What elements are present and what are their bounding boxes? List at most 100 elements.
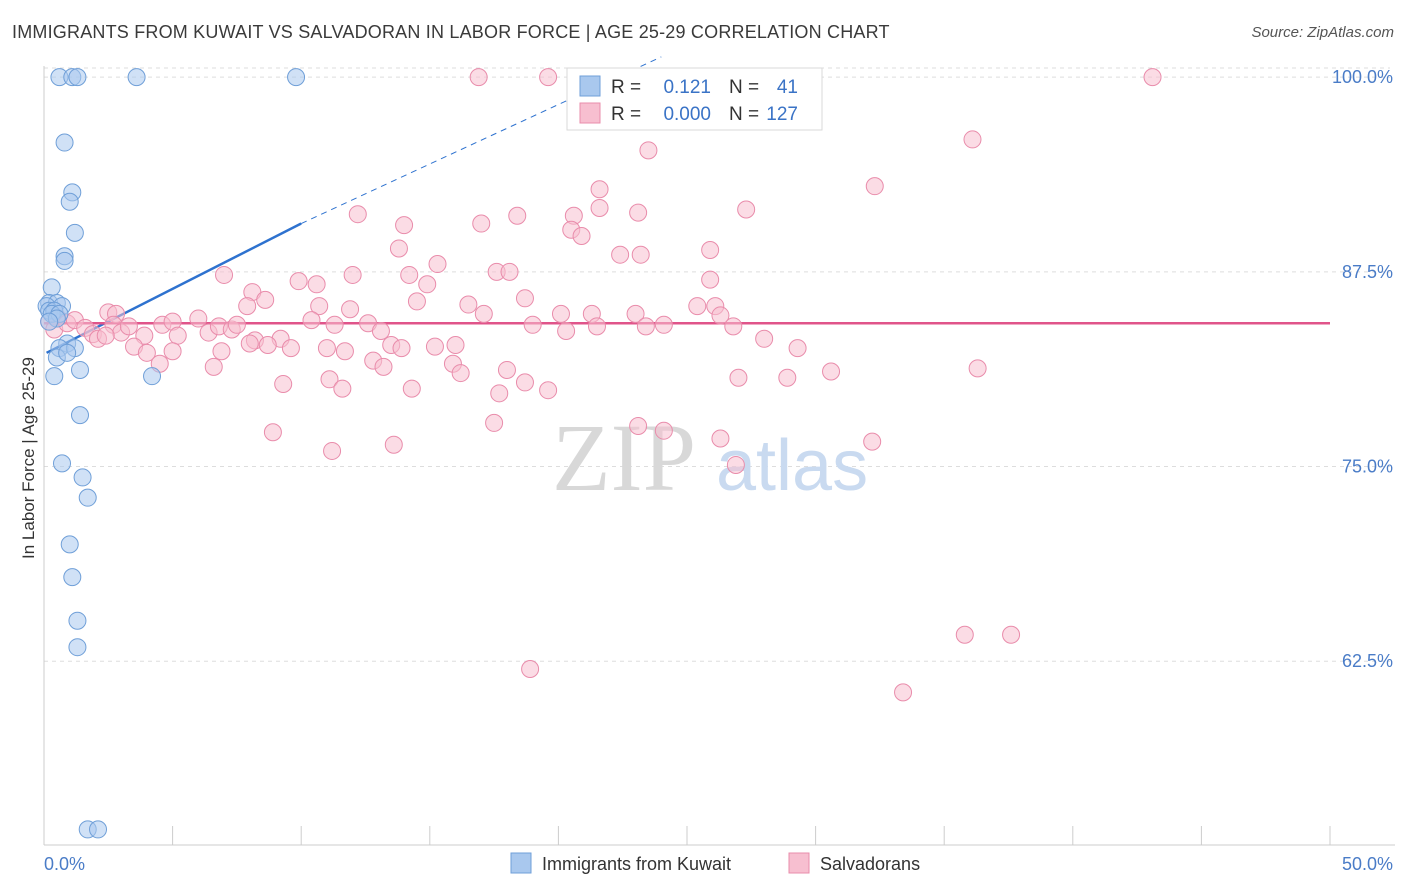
kuwait-point	[42, 278, 61, 297]
salvadoran-point	[428, 255, 447, 274]
salvadoran-point	[392, 339, 411, 358]
salvadoran-point	[572, 227, 591, 246]
salvadoran-point	[688, 297, 707, 316]
salvadoran-point	[629, 203, 648, 222]
salvadoran-point	[726, 455, 745, 474]
legend-swatch-kuwait	[510, 852, 532, 874]
salvadoran-point	[557, 322, 576, 341]
stats-swatch-blue	[579, 75, 601, 97]
salvadoran-point	[629, 417, 648, 436]
salvadoran-point	[446, 336, 465, 355]
salvadoran-point	[335, 342, 354, 361]
salvadoran-point	[711, 429, 730, 448]
y-tick-label: 75.0%	[1342, 457, 1393, 477]
y-axis-label: In Labor Force | Age 25-29	[19, 357, 38, 559]
salvadoran-point	[374, 357, 393, 376]
salvadoran-point	[521, 659, 540, 678]
salvadoran-point	[341, 300, 360, 319]
salvadoran-point	[263, 423, 282, 442]
salvadoran-point	[258, 336, 277, 355]
salvadoran-point	[274, 374, 293, 393]
salvadoran-point	[371, 322, 390, 341]
legend-label-salvadorans: Salvadorans	[820, 854, 920, 874]
salvadoran-point	[724, 317, 743, 336]
kuwait-point	[287, 68, 306, 87]
salvadoran-point	[204, 357, 223, 376]
salvadoran-point	[497, 360, 516, 379]
salvadoran-point	[631, 245, 650, 264]
salvadoran-point	[348, 205, 367, 224]
stats-box: R = 0.121 N = 41 R = 0.000 N = 127	[566, 67, 823, 131]
legend: Immigrants from Kuwait Salvadorans	[510, 852, 920, 874]
stats-n-label-blue: N =	[729, 77, 759, 98]
salvadoran-point	[256, 290, 275, 309]
salvadoran-point	[96, 326, 115, 345]
kuwait-point	[60, 535, 79, 554]
salvadoran-point	[317, 339, 336, 358]
gridlines	[44, 67, 1390, 662]
salvadoran-point	[490, 384, 509, 403]
salvadoran-point	[227, 315, 246, 334]
salvadoran-point	[963, 130, 982, 149]
salvadoran-point	[310, 297, 329, 316]
salvadoran-point	[1002, 625, 1021, 644]
stats-r-value-blue: 0.121	[663, 77, 711, 98]
kuwait-point	[40, 312, 59, 331]
salvadoran-point	[281, 339, 300, 358]
salvadoran-point	[523, 315, 542, 334]
salvadoran-point	[343, 265, 362, 284]
stats-n-value-pink: 127	[766, 104, 798, 125]
watermark-zip: ZIP	[552, 404, 696, 511]
salvadoran-point	[472, 214, 491, 233]
salvadoran-point	[168, 326, 187, 345]
salvadoran-point	[333, 379, 352, 398]
kuwait-point	[68, 611, 87, 630]
salvadoran-point	[639, 141, 658, 160]
legend-label-kuwait: Immigrants from Kuwait	[542, 854, 731, 874]
salvadoran-point	[302, 311, 321, 330]
salvadoran-point	[654, 315, 673, 334]
salvadoran-point	[701, 241, 720, 260]
salvadoran-point	[863, 432, 882, 451]
salvadoran-point	[539, 68, 558, 87]
kuwait-point	[143, 367, 162, 386]
salvadoran-point	[636, 317, 655, 336]
kuwait-point	[58, 343, 77, 362]
kuwait-point	[68, 68, 87, 87]
salvadoran-point	[137, 343, 156, 362]
kuwait-point	[127, 68, 146, 87]
salvadoran-point	[474, 304, 493, 323]
salvadoran-point	[539, 381, 558, 400]
salvadoran-point	[626, 304, 645, 323]
salvadoran-point	[755, 329, 774, 348]
kuwait-point	[78, 488, 97, 507]
salvadoran-point	[587, 317, 606, 336]
salvadoran-point	[729, 368, 748, 387]
salvadoran-point	[163, 342, 182, 361]
data-points	[37, 68, 1162, 839]
salvadoran-point	[778, 368, 797, 387]
salvadoran-point	[389, 239, 408, 258]
kuwait-point	[68, 638, 87, 657]
salvadoran-point	[955, 625, 974, 644]
y-tick-label: 87.5%	[1342, 262, 1393, 282]
salvadoran-point	[968, 359, 987, 378]
salvadoran-point	[515, 289, 534, 308]
chart-title: IMMIGRANTS FROM KUWAIT VS SALVADORAN IN …	[12, 22, 890, 42]
kuwait-point	[71, 360, 90, 379]
salvadoran-point	[508, 206, 527, 225]
kuwait-point	[65, 223, 84, 242]
salvadoran-point	[1143, 68, 1162, 87]
salvadoran-point	[711, 306, 730, 325]
salvadoran-point	[469, 68, 488, 87]
kuwait-point	[55, 133, 74, 152]
salvadoran-point	[500, 262, 519, 281]
watermark: ZIP atlas	[552, 404, 868, 511]
salvadoran-point	[788, 339, 807, 358]
salvadoran-point	[894, 683, 913, 702]
salvadoran-point	[323, 441, 342, 460]
salvadoran-point	[590, 180, 609, 199]
salvadoran-point	[215, 265, 234, 284]
salvadoran-point	[611, 245, 630, 264]
